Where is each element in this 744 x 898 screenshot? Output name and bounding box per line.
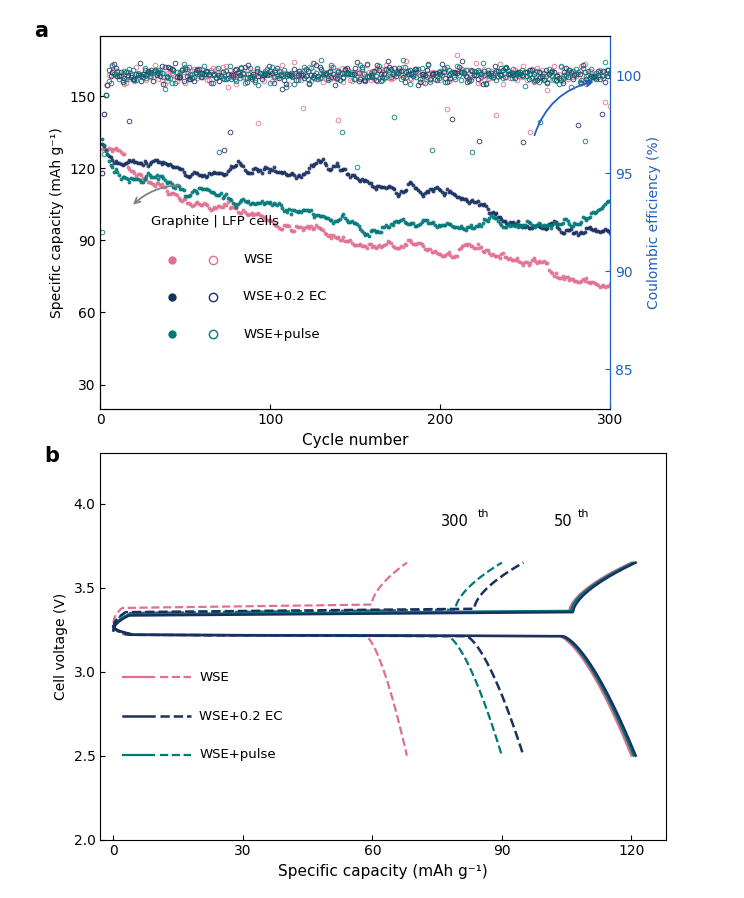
Text: a: a — [34, 21, 48, 41]
Text: 300: 300 — [441, 514, 469, 529]
Y-axis label: Coulombic efficiency (%): Coulombic efficiency (%) — [647, 136, 661, 309]
Text: WSE+0.2 EC: WSE+0.2 EC — [199, 709, 283, 723]
Text: WSE: WSE — [199, 671, 229, 684]
X-axis label: Cycle number: Cycle number — [302, 433, 408, 448]
Text: th: th — [577, 509, 589, 519]
Text: b: b — [44, 445, 59, 466]
Y-axis label: Cell voltage (V): Cell voltage (V) — [54, 593, 68, 700]
X-axis label: Specific capacity (mAh g⁻¹): Specific capacity (mAh g⁻¹) — [278, 864, 488, 879]
Text: WSE+pulse: WSE+pulse — [243, 328, 320, 340]
Text: WSE+pulse: WSE+pulse — [199, 748, 276, 762]
Text: Graphite | LFP cells: Graphite | LFP cells — [152, 215, 280, 228]
Text: th: th — [478, 509, 490, 519]
Text: WSE+0.2 EC: WSE+0.2 EC — [243, 290, 327, 304]
Text: 50: 50 — [554, 514, 572, 529]
Text: WSE: WSE — [243, 253, 273, 266]
Y-axis label: Specific capacity (mAh g⁻¹): Specific capacity (mAh g⁻¹) — [50, 127, 64, 318]
